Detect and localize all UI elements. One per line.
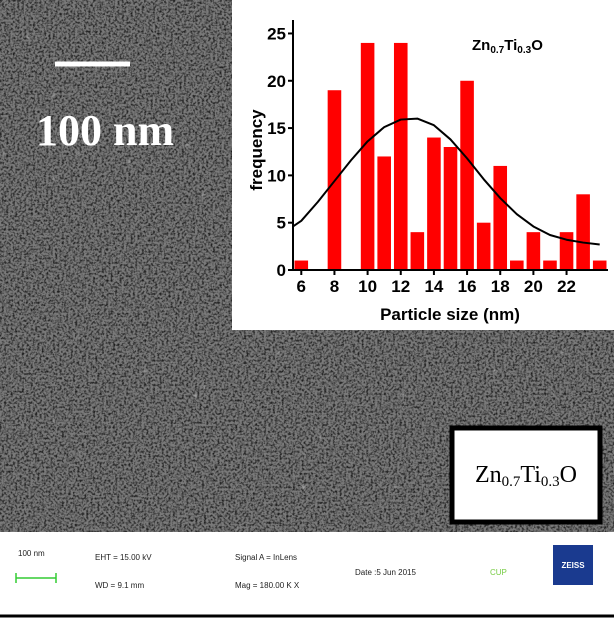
bar <box>427 138 441 270</box>
y-tick-label: 0 <box>277 261 286 280</box>
footer-scale: 100 nm <box>18 549 45 558</box>
label-part: O <box>560 462 577 488</box>
bar <box>444 147 458 270</box>
x-tick-label: 20 <box>524 277 543 296</box>
bar <box>527 232 541 270</box>
footer-date: Date :5 Jun 2015 <box>355 568 416 577</box>
label-sub: 0.3 <box>541 474 560 490</box>
bar <box>576 194 590 270</box>
y-tick-label: 25 <box>267 24 286 43</box>
y-tick-label: 15 <box>267 119 286 138</box>
title-part: O <box>531 37 543 54</box>
logo-text: ZEISS <box>561 561 585 570</box>
y-tick-label: 5 <box>277 214 286 233</box>
x-tick-label: 14 <box>424 277 443 296</box>
inset-title: Zn0.7Ti0.3O <box>472 37 543 56</box>
x-tick-label: 8 <box>330 277 339 296</box>
footer-signal: Signal A = InLens <box>235 553 297 562</box>
x-tick-label: 10 <box>358 277 377 296</box>
x-axis-label: Particle size (nm) <box>380 305 520 324</box>
scale-bar-label: 100 nm <box>36 106 174 155</box>
title-sub: 0.7 <box>490 45 504 56</box>
bar <box>295 261 309 270</box>
y-axis-label: frequency <box>247 109 266 191</box>
x-tick-label: 12 <box>391 277 410 296</box>
bar <box>460 81 474 270</box>
footer-wd: WD = 9.1 mm <box>95 581 144 590</box>
bar <box>493 166 507 270</box>
y-tick-label: 20 <box>267 72 286 91</box>
bar <box>411 232 425 270</box>
footer-mag: Mag = 180.00 K X <box>235 581 300 590</box>
y-tick-label: 10 <box>267 166 286 185</box>
x-tick-label: 18 <box>491 277 510 296</box>
bar <box>361 43 375 270</box>
title-part: Ti <box>504 37 517 54</box>
info-bar <box>0 532 614 620</box>
label-part: Zn <box>475 462 502 488</box>
x-tick-label: 22 <box>557 277 576 296</box>
label-part: Ti <box>520 462 541 488</box>
sem-figure: 100 nm Zn0.7Ti0.3O 051015202568101214161… <box>0 0 614 620</box>
bar <box>477 223 491 270</box>
sample-label: Zn0.7Ti0.3O <box>475 462 577 490</box>
title-part: Zn <box>472 37 490 54</box>
bar <box>510 261 524 270</box>
bar <box>394 43 408 270</box>
title-sub: 0.3 <box>517 45 531 56</box>
bar <box>377 156 391 270</box>
x-tick-label: 16 <box>458 277 477 296</box>
label-sub: 0.7 <box>502 474 521 490</box>
bar <box>543 261 557 270</box>
footer-eht: EHT = 15.00 kV <box>95 553 152 562</box>
footer-org: CUP <box>490 568 507 577</box>
bar <box>593 261 607 270</box>
x-tick-label: 6 <box>297 277 306 296</box>
